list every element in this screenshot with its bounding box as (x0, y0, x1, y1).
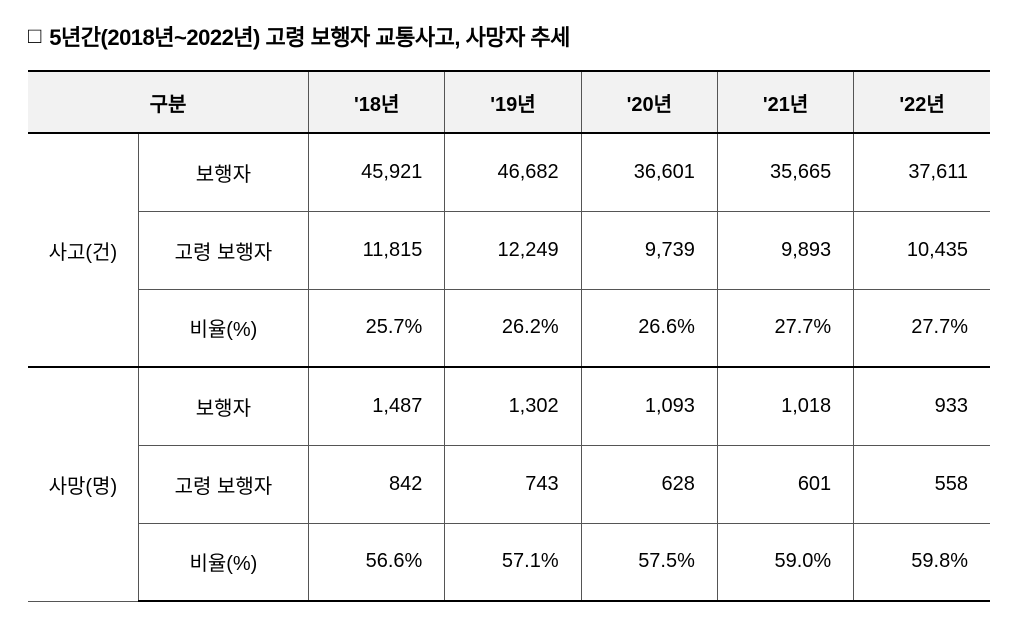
cell: 37,611 (854, 133, 990, 211)
cell: 10,435 (854, 211, 990, 289)
cell: 36,601 (581, 133, 717, 211)
cell: 27.7% (854, 289, 990, 367)
cell: 57.5% (581, 523, 717, 601)
cell: 26.2% (445, 289, 581, 367)
cell: 1,018 (717, 367, 853, 445)
page-title: 5년간(2018년~2022년) 고령 보행자 교통사고, 사망자 추세 (49, 20, 570, 52)
table-header-row: 구분 '18년 '19년 '20년 '21년 '22년 (28, 71, 990, 133)
cell: 26.6% (581, 289, 717, 367)
cell: 9,893 (717, 211, 853, 289)
table-row: 비율(%) 56.6% 57.1% 57.5% 59.0% 59.8% (28, 523, 990, 601)
title-row: □ 5년간(2018년~2022년) 고령 보행자 교통사고, 사망자 추세 (28, 20, 990, 52)
row-group-label: 사망(명) (28, 367, 138, 601)
col-header-year: '22년 (854, 71, 990, 133)
col-header-year: '18년 (309, 71, 445, 133)
data-table: 구분 '18년 '19년 '20년 '21년 '22년 사고(건) 보행자 45… (28, 70, 990, 602)
cell: 743 (445, 445, 581, 523)
col-header-year: '20년 (581, 71, 717, 133)
cell: 27.7% (717, 289, 853, 367)
cell: 59.8% (854, 523, 990, 601)
cell: 842 (309, 445, 445, 523)
cell: 601 (717, 445, 853, 523)
table-row: 고령 보행자 11,815 12,249 9,739 9,893 10,435 (28, 211, 990, 289)
cell: 57.1% (445, 523, 581, 601)
cell: 9,739 (581, 211, 717, 289)
cell: 45,921 (309, 133, 445, 211)
col-header-year: '21년 (717, 71, 853, 133)
cell: 1,302 (445, 367, 581, 445)
table-row: 사고(건) 보행자 45,921 46,682 36,601 35,665 37… (28, 133, 990, 211)
cell: 11,815 (309, 211, 445, 289)
cell: 25.7% (309, 289, 445, 367)
row-sub-label: 비율(%) (138, 289, 308, 367)
cell: 1,487 (309, 367, 445, 445)
cell: 628 (581, 445, 717, 523)
cell: 46,682 (445, 133, 581, 211)
table-row: 사망(명) 보행자 1,487 1,302 1,093 1,018 933 (28, 367, 990, 445)
row-sub-label: 보행자 (138, 367, 308, 445)
row-sub-label: 고령 보행자 (138, 445, 308, 523)
col-header-group: 구분 (28, 71, 309, 133)
row-group-label: 사고(건) (28, 133, 138, 367)
title-bullet: □ (28, 25, 41, 47)
cell: 56.6% (309, 523, 445, 601)
row-sub-label: 고령 보행자 (138, 211, 308, 289)
cell: 59.0% (717, 523, 853, 601)
col-header-year: '19년 (445, 71, 581, 133)
cell: 933 (854, 367, 990, 445)
row-sub-label: 비율(%) (138, 523, 308, 601)
table-row: 비율(%) 25.7% 26.2% 26.6% 27.7% 27.7% (28, 289, 990, 367)
table-row: 고령 보행자 842 743 628 601 558 (28, 445, 990, 523)
cell: 1,093 (581, 367, 717, 445)
cell: 12,249 (445, 211, 581, 289)
cell: 558 (854, 445, 990, 523)
cell: 35,665 (717, 133, 853, 211)
row-sub-label: 보행자 (138, 133, 308, 211)
